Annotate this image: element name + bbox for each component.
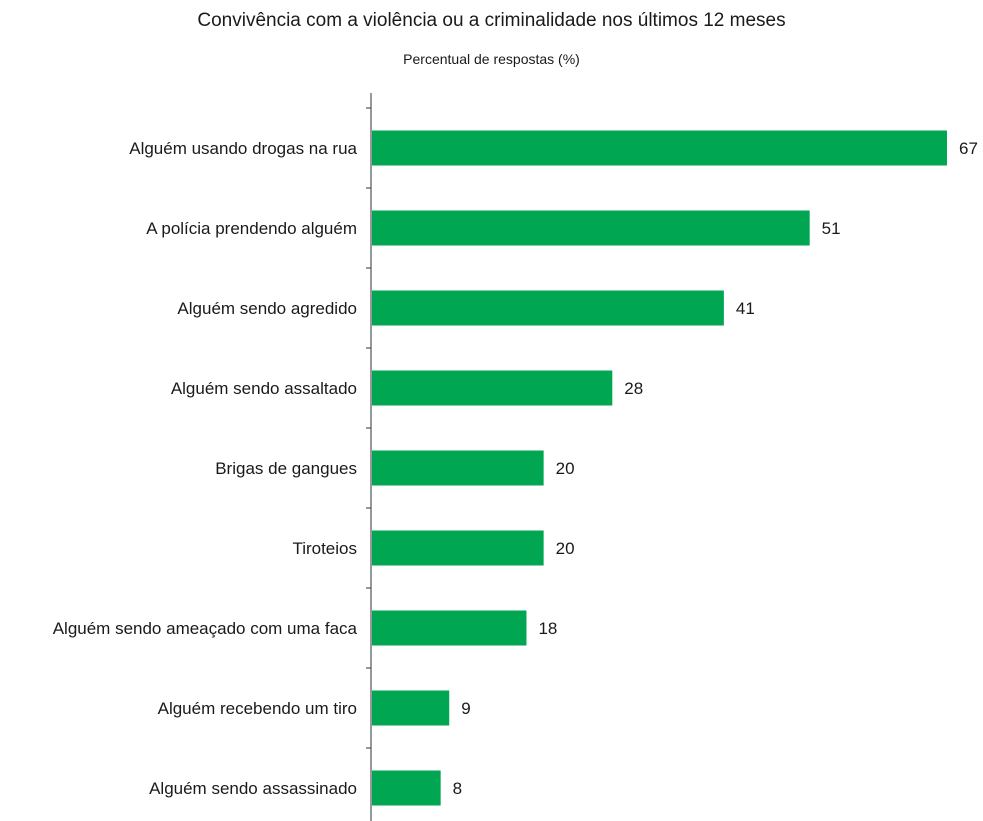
chart-title: Convivência com a violência ou a crimina… [197, 10, 786, 31]
bar [372, 450, 544, 486]
bar [372, 770, 441, 806]
value-label: 20 [556, 539, 575, 558]
bar [372, 210, 810, 246]
value-label: 41 [736, 299, 755, 318]
category-label: Brigas de gangues [215, 459, 357, 478]
category-label: Alguém sendo assassinado [149, 779, 357, 798]
category-label: Tiroteios [292, 539, 357, 558]
category-label: A polícia prendendo alguém [146, 219, 357, 238]
bar [372, 290, 724, 326]
chart-subtitle: Percentual de respostas (%) [403, 51, 580, 67]
category-label: Alguém sendo assaltado [171, 379, 357, 398]
value-label: 67 [959, 139, 978, 158]
value-label: 51 [822, 219, 841, 238]
bar [372, 130, 947, 166]
bar [372, 530, 544, 566]
value-label: 20 [556, 459, 575, 478]
value-label: 8 [453, 779, 462, 798]
bar [372, 370, 613, 406]
value-label: 18 [538, 619, 557, 638]
category-label: Alguém sendo agredido [177, 299, 357, 318]
value-label: 9 [461, 699, 470, 718]
bar [372, 690, 450, 726]
bar [372, 610, 527, 646]
category-label: Alguém usando drogas na rua [129, 139, 357, 158]
category-label: Alguém recebendo um tiro [158, 699, 357, 718]
category-label: Alguém sendo ameaçado com uma faca [53, 619, 358, 638]
value-label: 28 [624, 379, 643, 398]
